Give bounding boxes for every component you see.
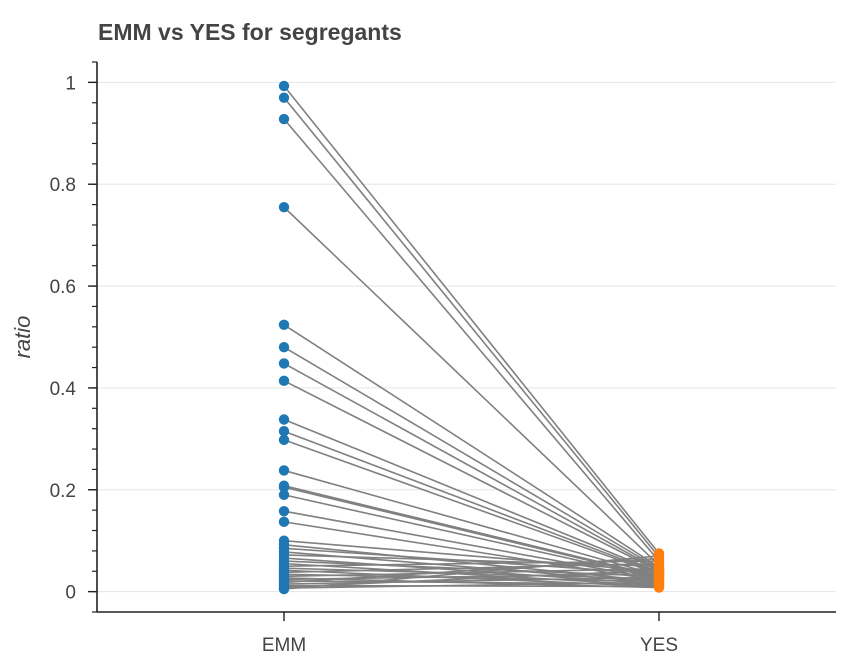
y-tick-label: 0.4 — [50, 379, 77, 400]
series-line — [283, 324, 660, 568]
series-line — [283, 439, 660, 576]
series-line — [283, 555, 660, 590]
y-tick-label: 0.2 — [50, 481, 76, 502]
yes-point — [653, 565, 665, 576]
emm-point — [278, 113, 290, 125]
emm-point — [278, 426, 290, 437]
x-tick-label: EMM — [262, 635, 306, 656]
series-line — [283, 539, 660, 573]
emm-point — [278, 505, 290, 517]
series-line — [283, 118, 660, 562]
series-line — [283, 581, 660, 589]
series-line — [283, 567, 660, 580]
emm-point — [278, 319, 290, 330]
yes-point — [653, 550, 665, 562]
yes-point — [653, 577, 665, 588]
series-line — [283, 562, 660, 574]
emm-point — [278, 341, 290, 353]
emm-point — [278, 414, 290, 425]
y-tick-label: 1 — [65, 73, 76, 94]
emm-point — [278, 489, 290, 501]
emm-point — [278, 465, 290, 476]
x-ticks: EMM YES — [262, 612, 678, 656]
series-line — [283, 380, 660, 572]
emm-point — [278, 434, 290, 446]
y-tick-label: 0.8 — [50, 175, 76, 196]
series-line — [283, 346, 660, 570]
series-line — [283, 418, 660, 574]
series-line — [283, 510, 660, 581]
series-line — [283, 469, 660, 577]
series-line — [283, 97, 660, 558]
axes — [96, 62, 836, 613]
series-line — [283, 206, 660, 566]
chart-title: EMM vs YES for segregants — [98, 19, 402, 45]
emm-point — [278, 583, 290, 595]
emm-point — [278, 516, 290, 528]
y-ticks: 0 0.2 0.4 0.6 0.8 1 — [50, 61, 97, 613]
series-line — [283, 85, 660, 554]
grid — [97, 81, 836, 593]
data-points — [278, 80, 665, 595]
series-line — [283, 557, 660, 584]
emm-point — [278, 375, 290, 386]
y-axis-label: ratio — [10, 316, 35, 359]
series-line — [283, 562, 660, 587]
x-tick-label: YES — [640, 635, 678, 656]
connector-lines — [283, 85, 660, 590]
emm-point — [278, 92, 290, 103]
y-tick-label: 0 — [65, 583, 76, 604]
emm-point — [278, 201, 290, 213]
series-line — [283, 362, 660, 571]
emm-point — [278, 358, 290, 369]
y-tick-label: 0.6 — [50, 277, 76, 298]
emm-point — [278, 80, 290, 92]
series-line — [283, 430, 660, 575]
emm-point — [278, 482, 290, 493]
